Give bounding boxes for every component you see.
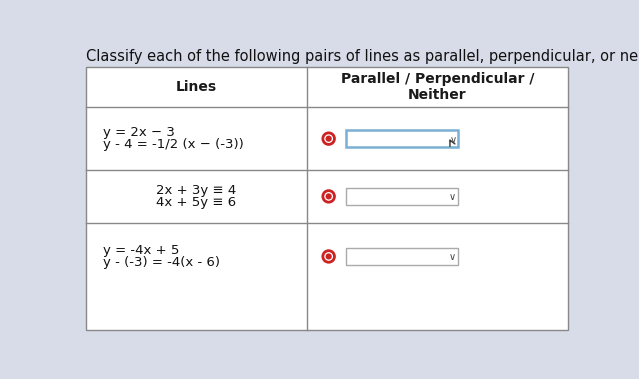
Bar <box>346 248 458 265</box>
Text: Classify each of the following pairs of lines as parallel, perpendicular, or nei: Classify each of the following pairs of … <box>86 49 639 64</box>
Text: y = -4x + 5: y = -4x + 5 <box>103 244 180 257</box>
Text: ∨: ∨ <box>449 192 456 202</box>
Text: y = 2x − 3: y = 2x − 3 <box>103 126 175 139</box>
Circle shape <box>323 191 334 202</box>
Text: Parallel / Perpendicular /
Neither: Parallel / Perpendicular / Neither <box>341 72 534 102</box>
Text: 4x + 5y ≡ 6: 4x + 5y ≡ 6 <box>157 196 236 209</box>
Bar <box>346 188 458 205</box>
Text: Lines: Lines <box>176 80 217 94</box>
Text: 2x + 3y ≡ 4: 2x + 3y ≡ 4 <box>157 184 236 197</box>
Circle shape <box>325 193 332 199</box>
Circle shape <box>323 133 334 144</box>
Text: ∨: ∨ <box>449 252 456 262</box>
Text: ∨: ∨ <box>450 135 457 145</box>
Text: y - (-3) = -4(x - 6): y - (-3) = -4(x - 6) <box>103 256 220 269</box>
Text: y - 4 = -1/2 (x − (-3)): y - 4 = -1/2 (x − (-3)) <box>103 138 244 151</box>
Circle shape <box>325 254 332 260</box>
Circle shape <box>323 251 334 262</box>
Bar <box>346 130 458 147</box>
Circle shape <box>325 136 332 142</box>
